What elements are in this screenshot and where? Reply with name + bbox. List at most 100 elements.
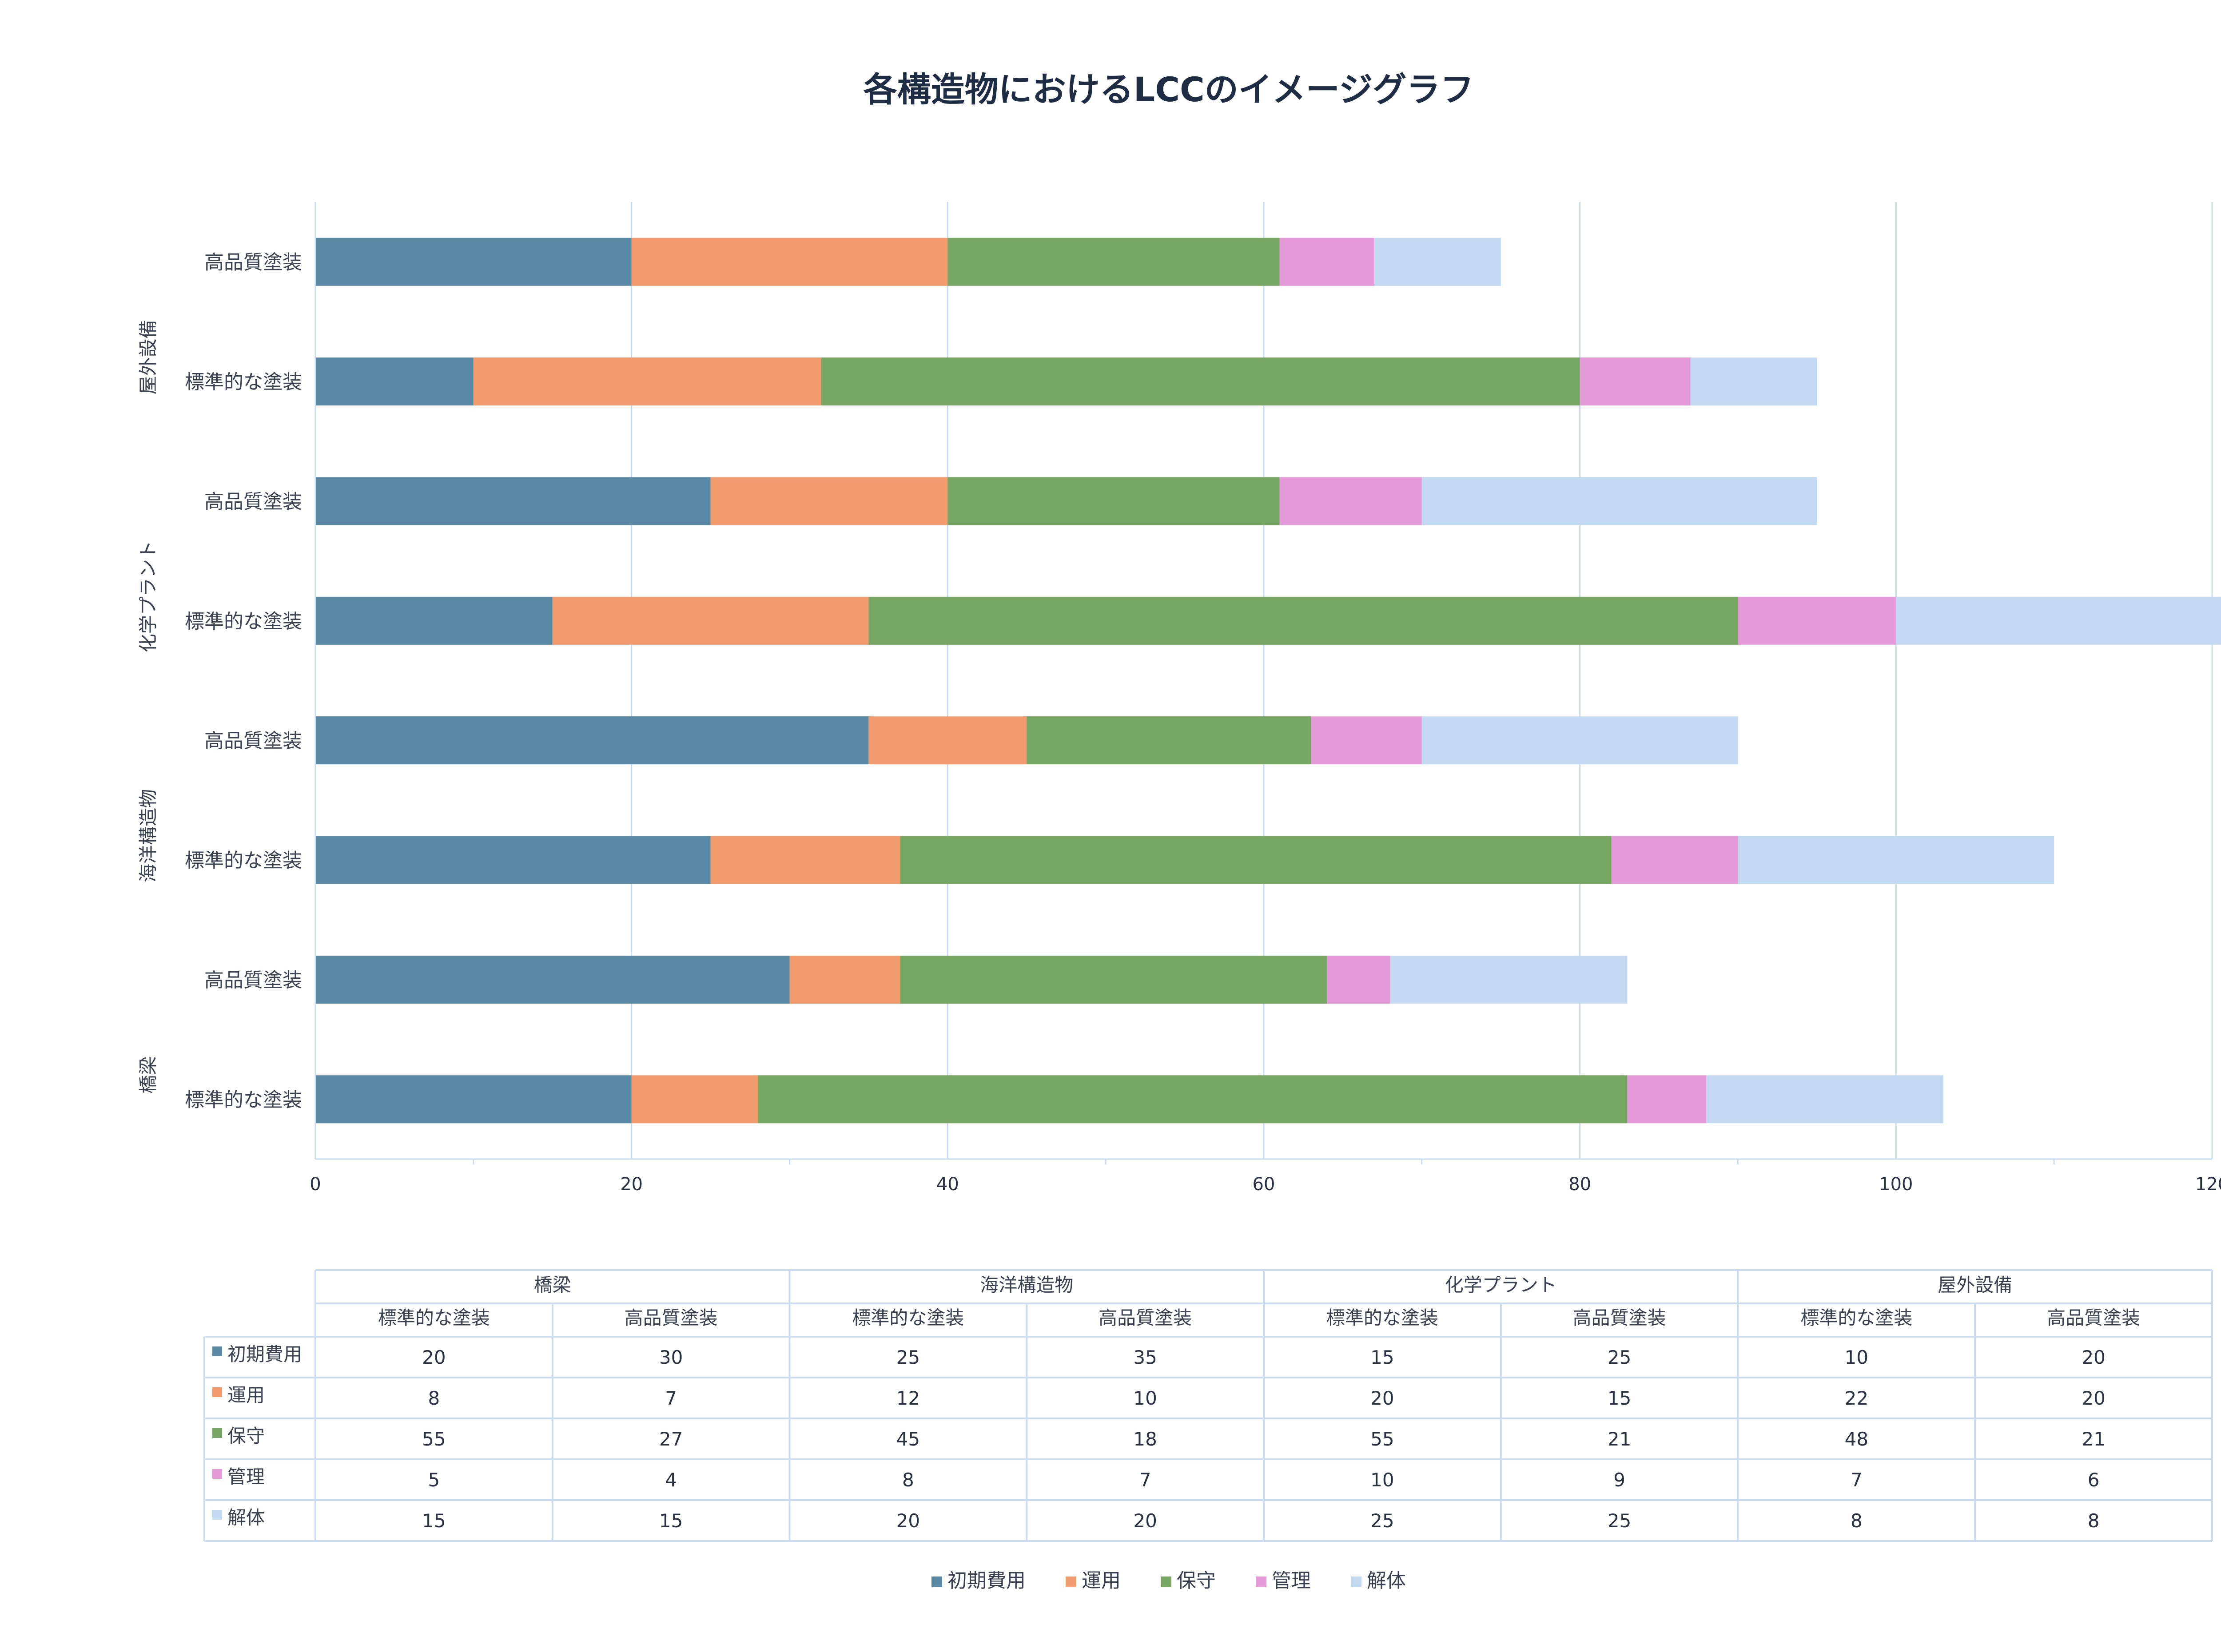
table-subheader: 標準的な塗装 <box>1800 1307 1912 1329</box>
table-subheader: 高品質塗装 <box>1099 1307 1192 1329</box>
table-cell: 35 <box>1133 1346 1157 1368</box>
bar-segment <box>1896 596 2221 645</box>
table-legend-key <box>212 1428 222 1438</box>
table-row-label: 初期費用 <box>227 1343 302 1365</box>
table-cell: 20 <box>896 1510 920 1532</box>
bar-segment <box>315 1075 632 1124</box>
table-cell: 20 <box>422 1346 446 1368</box>
bar-segment <box>1690 357 1817 406</box>
bar-segment <box>1027 716 1311 765</box>
bar-segment <box>315 716 869 765</box>
bar-segment <box>1421 477 1817 525</box>
bar-segment <box>631 238 948 286</box>
x-tick-label: 120 <box>2195 1174 2221 1195</box>
bar-segment <box>315 596 553 645</box>
bar-segment <box>868 716 1027 765</box>
table-cell: 20 <box>1133 1510 1157 1532</box>
bar-segment <box>1311 716 1422 765</box>
table-subheader: 標準的な塗装 <box>852 1307 964 1329</box>
table-cell: 10 <box>1133 1387 1157 1409</box>
legend-swatch <box>1161 1577 1171 1587</box>
table-cell: 25 <box>1608 1510 1631 1532</box>
legend-label: 初期費用 <box>947 1569 1026 1592</box>
bar-segment <box>758 1075 1628 1124</box>
table-cell: 55 <box>1370 1428 1394 1450</box>
bar-segment <box>315 955 790 1004</box>
x-tick-label: 80 <box>1568 1174 1591 1195</box>
table-subheader: 高品質塗装 <box>1573 1307 1666 1329</box>
bar-segment <box>900 836 1612 884</box>
table-row-label: 運用 <box>227 1384 265 1406</box>
y-tick-label: 高品質塗装 <box>204 969 302 992</box>
bar-segment <box>789 955 900 1004</box>
chart-title: 各構造物におけるLCCのイメージグラフ <box>864 70 1474 109</box>
table-cell: 15 <box>1608 1387 1631 1409</box>
y-tick-label: 高品質塗装 <box>204 730 302 752</box>
legend-swatch <box>1351 1577 1361 1587</box>
table-cell: 15 <box>659 1510 683 1532</box>
bar-segment <box>1374 238 1501 286</box>
y-tick-label: 高品質塗装 <box>204 490 302 513</box>
table-subheader: 標準的な塗装 <box>378 1307 490 1329</box>
bar-segment <box>1738 836 2054 884</box>
table-subheader: 高品質塗装 <box>2047 1307 2140 1329</box>
table-cell: 45 <box>896 1428 920 1450</box>
x-tick-label: 40 <box>936 1174 959 1195</box>
bar-segment <box>1706 1075 1944 1124</box>
table-cell: 7 <box>665 1387 677 1409</box>
table-cell: 4 <box>665 1469 677 1491</box>
legend-label: 管理 <box>1272 1569 1311 1592</box>
table-cell: 30 <box>659 1346 683 1368</box>
bar-segment <box>1390 955 1628 1004</box>
table-cell: 8 <box>2088 1510 2100 1532</box>
x-tick-label: 60 <box>1253 1174 1275 1195</box>
table-cell: 10 <box>1845 1346 1868 1368</box>
table-cell: 8 <box>902 1469 914 1491</box>
bar-segment <box>315 238 632 286</box>
bar-segment <box>315 836 711 884</box>
bar-segment <box>710 836 900 884</box>
bar-segment <box>552 596 869 645</box>
table-cell: 10 <box>1370 1469 1394 1491</box>
legend-swatch <box>1066 1577 1076 1587</box>
legend-swatch <box>1256 1577 1266 1587</box>
bar-segment <box>1421 716 1738 765</box>
bar-segment <box>1611 836 1738 884</box>
table-cell: 21 <box>2082 1428 2105 1450</box>
table-cell: 20 <box>1370 1387 1394 1409</box>
y-tick-label: 標準的な塗装 <box>185 610 302 633</box>
y-tick-label: 標準的な塗装 <box>185 371 302 393</box>
table-group-header: 海洋構造物 <box>980 1274 1073 1296</box>
bar-segment <box>868 596 1738 645</box>
y-group-label: 海洋構造物 <box>137 789 159 882</box>
table-subheader: 標準的な塗装 <box>1326 1307 1438 1329</box>
y-group-label: 屋外設備 <box>137 320 159 394</box>
table-group-header: 橋梁 <box>534 1274 571 1296</box>
bar-segment <box>947 477 1280 525</box>
table-cell: 25 <box>896 1346 920 1368</box>
table-cell: 20 <box>2082 1346 2105 1368</box>
bar-segment <box>1627 1075 1707 1124</box>
table-row-label: 管理 <box>227 1466 265 1488</box>
bar-segment <box>1738 596 1896 645</box>
table-cell: 27 <box>659 1428 683 1450</box>
bar-segment <box>900 955 1327 1004</box>
y-tick-label: 標準的な塗装 <box>185 1088 302 1111</box>
gridlines <box>314 202 2213 1159</box>
y-tick-label: 高品質塗装 <box>204 251 302 274</box>
table-row-label: 保守 <box>227 1425 265 1447</box>
table-group-header: 化学プラント <box>1445 1274 1557 1296</box>
bar-segment <box>631 1075 758 1124</box>
legend-label: 運用 <box>1082 1569 1121 1592</box>
legend-label: 解体 <box>1367 1569 1406 1592</box>
table-cell: 21 <box>1608 1428 1631 1450</box>
table-cell: 8 <box>428 1387 440 1409</box>
table-row-label: 解体 <box>227 1507 265 1529</box>
table-group-header: 屋外設備 <box>1938 1274 2012 1296</box>
x-tick-label: 100 <box>1879 1174 1913 1195</box>
bar-segment <box>315 357 474 406</box>
table-cell: 7 <box>1851 1469 1863 1491</box>
table-cell: 22 <box>1845 1387 1868 1409</box>
